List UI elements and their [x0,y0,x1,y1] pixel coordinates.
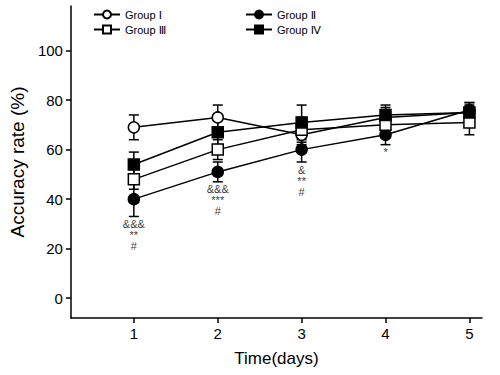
svg-text:60: 60 [46,141,63,158]
svg-text:Group Ⅳ: Group Ⅳ [277,24,322,36]
svg-text:4: 4 [381,325,389,342]
svg-text:Group Ⅰ: Group Ⅰ [125,9,162,21]
svg-text:3: 3 [297,325,305,342]
svg-text:#: # [131,240,138,252]
svg-text:20: 20 [46,240,63,257]
svg-text:Group Ⅱ: Group Ⅱ [277,9,316,21]
svg-text:2: 2 [214,325,222,342]
svg-text:Time(days): Time(days) [234,349,318,368]
svg-text:#: # [215,205,222,217]
svg-text:Group Ⅲ: Group Ⅲ [125,24,166,36]
svg-text:1: 1 [130,325,138,342]
svg-text:80: 80 [46,92,63,109]
svg-text:#: # [299,186,306,198]
svg-text:100: 100 [38,42,63,59]
svg-text:40: 40 [46,191,63,208]
svg-text:0: 0 [55,290,63,307]
svg-text:Accuracy rate (%): Accuracy rate (%) [7,87,28,238]
svg-text:5: 5 [465,325,473,342]
svg-text:*: * [383,146,388,158]
